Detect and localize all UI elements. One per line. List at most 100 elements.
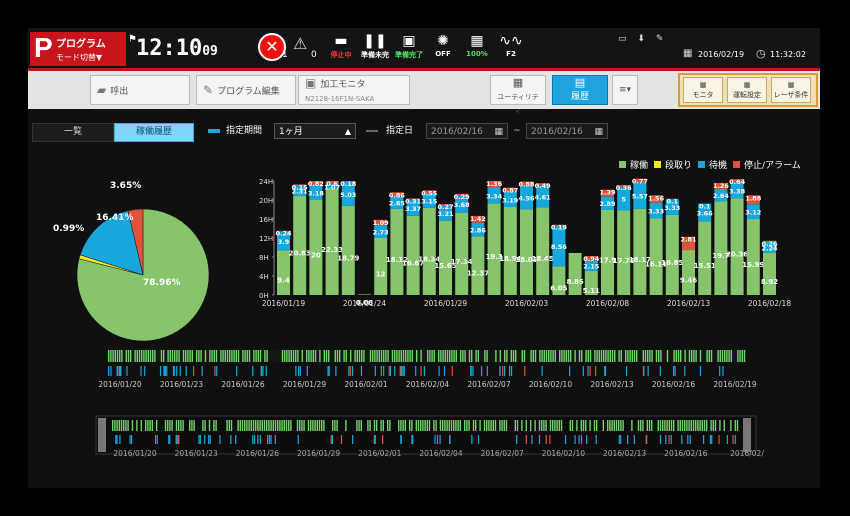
timeline-active-mark xyxy=(120,420,123,431)
timeline-date-label: 2016/02/13 xyxy=(603,449,646,458)
timeline-idle-mark xyxy=(374,435,377,444)
menu-icon: ≡▾ xyxy=(619,85,632,95)
timeline-active-mark xyxy=(433,420,435,431)
stop-icon: ▬ xyxy=(334,33,348,49)
timeline-active-mark xyxy=(259,420,261,431)
timeline-active-mark xyxy=(596,350,598,362)
timeline-active-mark xyxy=(594,350,596,362)
bar-segment xyxy=(601,209,614,295)
list-tab[interactable]: 一覧 xyxy=(32,123,114,142)
timeline-active-mark xyxy=(369,420,371,431)
timeline-active-mark xyxy=(147,420,149,431)
timeline-active-mark xyxy=(211,350,213,362)
process-monitor-button[interactable]: ▣ 加工モニタ N2128-16F1N-SAKA xyxy=(298,75,410,105)
timeline-active-mark xyxy=(730,420,732,431)
timeline-active-mark xyxy=(427,350,429,362)
timeline-active-mark xyxy=(657,420,659,431)
timeline-active-mark xyxy=(285,420,288,431)
date-label: 指定日 xyxy=(386,126,414,136)
bar-segment xyxy=(422,190,436,193)
timeline-active-mark xyxy=(149,350,152,362)
timeline-active-mark xyxy=(620,350,622,362)
operation-history-tab[interactable]: 稼働履歴 xyxy=(114,123,194,142)
timeline-active-mark xyxy=(708,350,710,362)
bar-data-label: 17.34 xyxy=(451,258,473,266)
program-edit-button[interactable]: ✎ プログラム編集 xyxy=(196,75,296,105)
timeline-active-mark xyxy=(354,350,356,362)
bar-segment xyxy=(520,209,533,295)
date-from-input[interactable]: 2016/02/16 ▦ xyxy=(426,123,508,139)
bar-data-label: 0.29 xyxy=(454,193,471,201)
bar-data-label: 1.39 xyxy=(599,189,616,197)
warning-icon[interactable]: ⚠ xyxy=(293,34,308,53)
timeline-active-mark xyxy=(734,420,736,431)
mode-switch-button[interactable]: モード切替▼ xyxy=(56,53,103,62)
timeline-active-mark xyxy=(400,350,402,362)
bar-data-label: 20.36 xyxy=(726,251,748,259)
bar-segment xyxy=(390,208,404,295)
status-item-label: 100% xyxy=(466,50,488,58)
hmi-screen: P プログラム モード切替▼ ⚑ 12:1009 ✕ 1 ⚠ 0 ▬ 停止中 ❚❚ 準… xyxy=(28,28,820,488)
timeline-active-mark xyxy=(387,420,389,431)
timeline-active-mark xyxy=(164,420,167,431)
timeline-active-mark xyxy=(204,420,206,431)
timeline-idle-mark xyxy=(156,435,158,444)
bar-segment xyxy=(341,181,355,182)
timeline-active-mark xyxy=(123,420,125,431)
timeline-idle-mark xyxy=(257,435,259,444)
utility-button[interactable]: ▦ ユーティリティ xyxy=(490,75,546,115)
monitor-quick-button[interactable]: ▦ モニタ xyxy=(683,77,723,103)
timeline-active-mark xyxy=(589,350,592,362)
timeline-active-mark xyxy=(688,420,690,431)
timeline-active-mark xyxy=(703,420,706,431)
bar-segment xyxy=(584,260,598,271)
timeline-active-mark xyxy=(659,420,662,431)
timeline-active-mark xyxy=(558,420,560,431)
download-icon[interactable]: ⬇ xyxy=(637,34,645,44)
bar-segment xyxy=(746,219,760,295)
status-item-label: 準備未完 xyxy=(361,51,389,59)
timeline-active-mark xyxy=(141,350,143,362)
timeline-active-mark xyxy=(743,350,746,362)
timeline-idle-mark xyxy=(131,435,133,444)
timeline-active-mark xyxy=(151,420,153,431)
timeline-active-mark xyxy=(741,350,743,362)
timeline-idle-mark xyxy=(383,366,385,376)
timeline-idle-mark xyxy=(503,366,506,376)
timeline-idle-mark xyxy=(349,366,351,376)
menu-dropdown-button[interactable]: ≡▾ xyxy=(612,75,638,105)
monitor-icon[interactable]: ▭ xyxy=(618,34,627,44)
timeline-active-mark xyxy=(189,420,191,431)
timeline-idle-mark xyxy=(352,435,354,444)
timeline-active-mark xyxy=(292,350,295,362)
bar-data-label: 5 xyxy=(621,196,626,204)
date-to-value: 2016/02/16 xyxy=(531,127,583,137)
checkered-flag-icon: ⚑ xyxy=(128,34,137,45)
period-select[interactable]: 1ヶ月 ▲ xyxy=(274,123,356,139)
timeline-active-mark xyxy=(409,350,411,362)
timeline-active-mark xyxy=(373,420,376,431)
timeline-idle-mark xyxy=(201,366,203,376)
operation-settings-button[interactable]: ▦ 運転設定 xyxy=(727,77,767,103)
bar-segment xyxy=(455,193,469,196)
history-tab[interactable]: ▤ 履歴 xyxy=(552,75,608,105)
period-label: 指定期間 xyxy=(226,126,263,136)
timeline-active-mark xyxy=(169,420,171,431)
laser-conditions-button[interactable]: ▦ レーザ条件 xyxy=(771,77,811,103)
timeline-active-mark xyxy=(286,350,288,362)
mode-badge[interactable]: P プログラム モード切替▼ xyxy=(30,32,126,66)
bar-segment xyxy=(617,210,631,295)
timeline-active-mark xyxy=(530,350,532,362)
timeline-active-mark xyxy=(228,420,230,431)
timeline-active-mark xyxy=(504,350,506,362)
date-to-input[interactable]: 2016/02/16 ▦ xyxy=(526,123,608,139)
timeline-idle-mark xyxy=(164,366,167,376)
wrench-icon[interactable]: ✎ xyxy=(655,34,664,44)
timeline-active-mark xyxy=(119,350,121,362)
timeline-active-mark xyxy=(464,350,466,362)
alarm-button[interactable]: ✕ xyxy=(258,33,286,61)
timeline-active-mark xyxy=(571,420,574,431)
call-button[interactable]: ▰ 呼出 xyxy=(90,75,190,105)
timeline-active-mark xyxy=(175,420,178,431)
timeline-idle-mark xyxy=(169,435,171,444)
